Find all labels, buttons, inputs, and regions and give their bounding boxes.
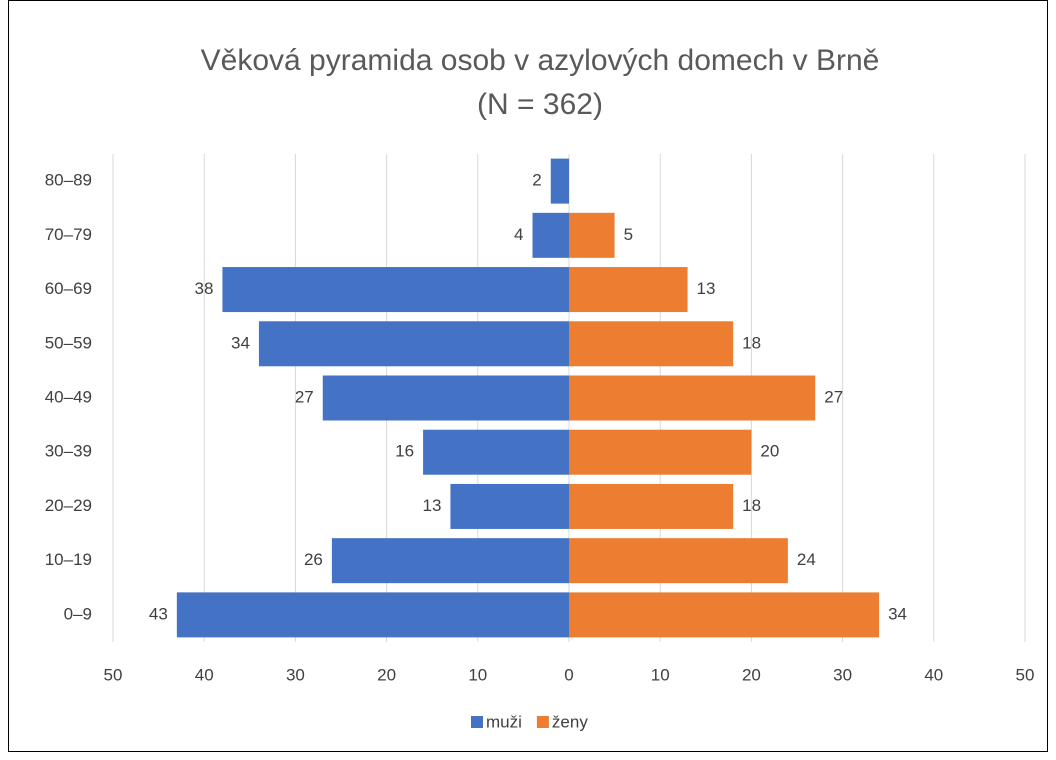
bar	[569, 592, 880, 638]
bar	[569, 375, 816, 421]
bar	[550, 158, 569, 204]
bar	[569, 538, 788, 584]
bar	[532, 212, 569, 258]
legend-label: muži	[486, 712, 522, 731]
y-tick-label: 40–49	[45, 387, 92, 406]
legend-label: ženy	[552, 712, 588, 731]
data-label: 18	[742, 333, 761, 352]
legend-swatch	[471, 716, 483, 728]
x-tick-label: 10	[651, 665, 670, 684]
x-tick-label: 50	[1016, 665, 1035, 684]
data-label: 27	[295, 387, 314, 406]
data-label: 38	[195, 279, 214, 298]
x-tick-label: 40	[924, 665, 943, 684]
data-label: 4	[514, 225, 523, 244]
x-tick-label: 30	[286, 665, 305, 684]
data-label: 27	[824, 387, 843, 406]
bar	[258, 321, 569, 367]
x-tick-label: 40	[195, 665, 214, 684]
data-label: 13	[423, 496, 442, 515]
bar	[569, 321, 734, 367]
bar	[569, 429, 752, 475]
data-label: 20	[760, 442, 779, 461]
x-tick-label: 50	[104, 665, 123, 684]
bar	[176, 592, 569, 638]
data-label: 26	[304, 550, 323, 569]
data-label: 2	[532, 171, 541, 190]
bar	[322, 375, 569, 421]
y-tick-label: 60–69	[45, 279, 92, 298]
legend-swatch	[536, 716, 549, 728]
y-tick-label: 20–29	[45, 496, 92, 515]
bar	[423, 429, 569, 475]
data-label: 34	[231, 333, 250, 352]
x-tick-label: 20	[742, 665, 761, 684]
bar	[222, 267, 569, 313]
y-tick-label: 50–59	[45, 333, 92, 352]
data-label: 24	[797, 550, 816, 569]
x-tick-label: 10	[468, 665, 487, 684]
data-label: 13	[697, 279, 716, 298]
x-tick-label: 30	[833, 665, 852, 684]
data-label: 34	[888, 604, 907, 623]
bar	[569, 267, 688, 313]
bar	[569, 483, 734, 529]
bar	[569, 212, 615, 258]
bar	[331, 538, 569, 584]
y-tick-label: 70–79	[45, 225, 92, 244]
x-tick-label: 20	[377, 665, 396, 684]
chart-title: Věková pyramida osob v azylových domech …	[201, 44, 880, 77]
data-label: 5	[624, 225, 633, 244]
x-tick-label: 0	[564, 665, 573, 684]
y-tick-label: 30–39	[45, 442, 92, 461]
y-tick-label: 0–9	[64, 604, 92, 623]
data-label: 16	[395, 442, 414, 461]
data-label: 18	[742, 496, 761, 515]
y-tick-label: 80–89	[45, 171, 92, 190]
y-tick-label: 10–19	[45, 550, 92, 569]
chart-subtitle: (N = 362)	[477, 88, 603, 121]
bar	[450, 483, 569, 529]
data-label: 43	[149, 604, 168, 623]
